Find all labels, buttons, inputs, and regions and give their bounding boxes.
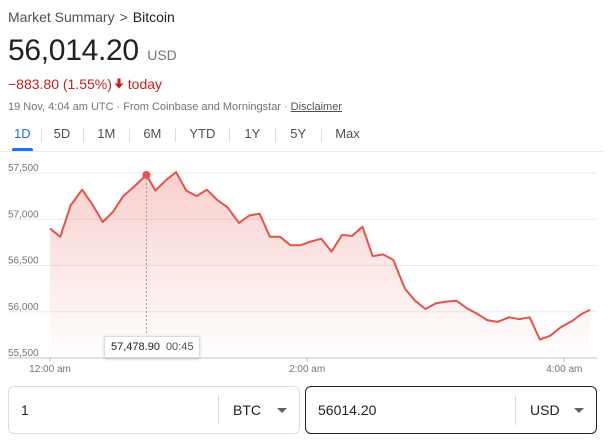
price-change-period: today <box>127 76 163 92</box>
quote-meta: 19 Nov, 4:04 am UTC · From Coinbase and Mo… <box>8 101 342 113</box>
from-currency-label: BTC <box>233 402 261 418</box>
price-chart[interactable]: 57,500 57,000 56,500 56,000 55,500 12:00 am 2… <box>0 155 613 377</box>
tooltip-time: 00:45 <box>165 341 194 353</box>
tab-ytd[interactable]: YTD <box>175 123 229 147</box>
chevron-down-icon <box>277 407 287 413</box>
price-row: 56,014.20 USD <box>8 34 177 68</box>
breadcrumb-market-summary-link[interactable]: Market Summary <box>8 9 115 25</box>
breadcrumb-separator: > <box>119 9 128 25</box>
y-tick-label: 57,500 <box>8 163 39 174</box>
chart-tooltip: 57,478.90 00:45 <box>104 336 201 358</box>
tab-1m[interactable]: 1M <box>83 123 129 147</box>
quote-timestamp: 19 Nov, 4:04 am UTC <box>8 101 114 113</box>
from-currency-select[interactable]: BTC <box>219 402 299 418</box>
price-change-value: −883.80 (1.55%) <box>8 76 112 92</box>
tab-1y[interactable]: 1Y <box>229 123 275 147</box>
meta-dot-separator: · <box>116 101 121 113</box>
tabs-divider <box>0 151 603 152</box>
to-currency-label: USD <box>530 402 560 418</box>
range-tabs: 1D 5D 1M 6M YTD 1Y 5Y Max <box>0 123 374 151</box>
tab-max[interactable]: Max <box>321 123 374 147</box>
meta-dot-separator: · <box>283 101 288 113</box>
disclaimer-link[interactable]: Disclaimer <box>290 101 342 113</box>
x-tick-label: 4:00 am <box>546 364 582 375</box>
chart-area-fill <box>50 172 590 358</box>
quote-source: From Coinbase and Morningstar <box>123 101 281 113</box>
x-tick-label: 12:00 am <box>29 364 71 375</box>
to-currency-select[interactable]: USD <box>516 402 596 418</box>
to-amount-input[interactable]: 56014.20 <box>318 402 377 418</box>
price-change: −883.80 (1.55%) today <box>8 76 162 92</box>
to-converter: 56014.20 USD <box>305 386 597 434</box>
breadcrumb: Market Summary > Bitcoin <box>8 9 175 25</box>
breadcrumb-current: Bitcoin <box>132 9 175 25</box>
tab-6m[interactable]: 6M <box>129 123 175 147</box>
tab-5y[interactable]: 5Y <box>275 123 321 147</box>
chevron-down-icon <box>574 407 584 413</box>
tab-1d[interactable]: 1D <box>4 123 41 151</box>
tab-5d[interactable]: 5D <box>40 123 84 147</box>
current-price: 56,014.20 <box>8 34 139 67</box>
price-currency: USD <box>147 47 177 63</box>
converter-divider <box>218 395 219 425</box>
converter-divider <box>515 395 516 425</box>
y-tick-label: 55,500 <box>8 348 39 359</box>
y-tick-label: 57,000 <box>8 209 39 220</box>
from-converter: 1 BTC <box>8 386 300 434</box>
x-tick-label: 2:00 am <box>289 364 325 375</box>
tooltip-value: 57,478.90 <box>111 341 160 353</box>
highlight-point <box>142 170 151 179</box>
y-tick-label: 56,500 <box>8 256 39 267</box>
from-amount-input[interactable]: 1 <box>21 402 29 418</box>
down-arrow-icon <box>114 76 124 92</box>
price-series-line <box>49 171 591 341</box>
y-tick-label: 56,000 <box>8 302 39 313</box>
